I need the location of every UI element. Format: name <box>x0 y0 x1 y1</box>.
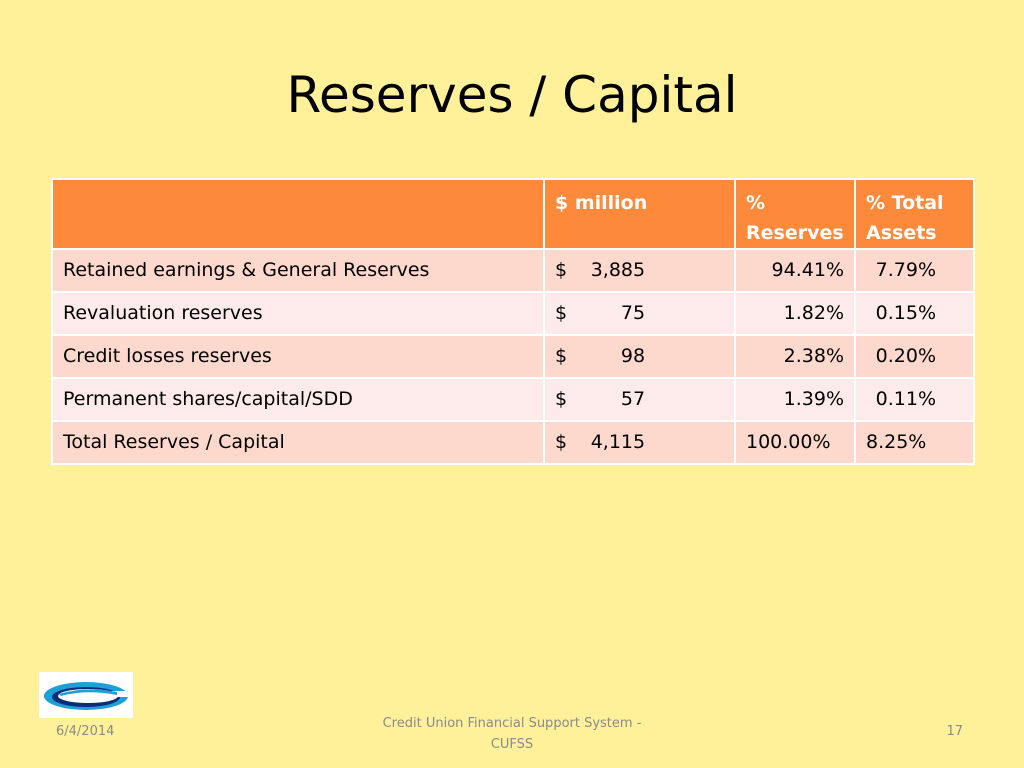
row-amount: $75 <box>543 291 736 336</box>
row-pct-reserves: 1.39% <box>734 377 856 422</box>
amount-value: 98 <box>620 345 646 367</box>
row-pct-assets: 0.11% <box>854 377 975 422</box>
cufss-logo-icon <box>39 672 133 718</box>
currency-symbol: $ <box>555 431 568 453</box>
slide-title: Reserves / Capital <box>286 66 738 124</box>
row-pct-reserves: 1.82% <box>734 291 856 336</box>
row-pct-assets: 0.15% <box>854 291 975 336</box>
amount-value: 4,115 <box>590 431 646 453</box>
currency-symbol: $ <box>555 302 568 324</box>
header-cell-pct-assets: % Total Assets <box>854 178 975 250</box>
row-amount: $98 <box>543 334 736 379</box>
row-label: Credit losses reserves <box>51 334 545 379</box>
row-pct-reserves: 2.38% <box>734 334 856 379</box>
header-cell-pct-reserves: % Reserves <box>734 178 856 250</box>
currency-symbol: $ <box>555 388 568 410</box>
reserves-table: $ million % Reserves % Total Assets Reta… <box>51 178 975 465</box>
table-row: Credit losses reserves $98 2.38% 0.20% <box>51 334 975 379</box>
row-pct-reserves: 100.00% <box>734 420 856 465</box>
table-header-row: $ million % Reserves % Total Assets <box>51 178 975 250</box>
row-label: Permanent shares/capital/SDD <box>51 377 545 422</box>
footer-organization: Credit Union Financial Support System - … <box>362 713 662 755</box>
amount-value: 57 <box>620 388 646 410</box>
row-pct-assets: 0.20% <box>854 334 975 379</box>
footer-organization-line2: CUFSS <box>490 737 534 752</box>
page-number: 17 <box>946 724 963 739</box>
row-amount: $57 <box>543 377 736 422</box>
table-row: Permanent shares/capital/SDD $57 1.39% 0… <box>51 377 975 422</box>
header-cell-label <box>51 178 545 250</box>
row-pct-assets: 8.25% <box>854 420 975 465</box>
row-amount: $4,115 <box>543 420 736 465</box>
currency-symbol: $ <box>555 259 568 281</box>
footer-date: 6/4/2014 <box>56 724 115 739</box>
table-row-total: Total Reserves / Capital $4,115 100.00% … <box>51 420 975 465</box>
row-label: Retained earnings & General Reserves <box>51 248 545 293</box>
table-row: Retained earnings & General Reserves $3,… <box>51 248 975 293</box>
amount-value: 3,885 <box>590 259 646 281</box>
row-pct-assets: 7.79% <box>854 248 975 293</box>
header-cell-million: $ million <box>543 178 736 250</box>
amount-value: 75 <box>620 302 646 324</box>
table-row: Revaluation reserves $75 1.82% 0.15% <box>51 291 975 336</box>
row-label: Total Reserves / Capital <box>51 420 545 465</box>
currency-symbol: $ <box>555 345 568 367</box>
row-label: Revaluation reserves <box>51 291 545 336</box>
row-pct-reserves: 94.41% <box>734 248 856 293</box>
footer-organization-line1: Credit Union Financial Support System - <box>382 716 642 731</box>
row-amount: $3,885 <box>543 248 736 293</box>
